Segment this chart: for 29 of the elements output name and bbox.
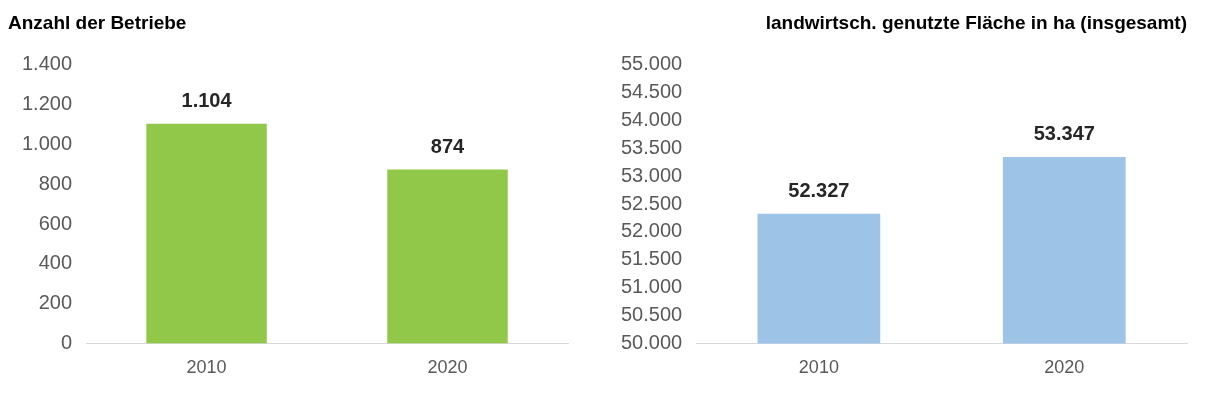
- y-tick-label: 1.400: [21, 52, 73, 75]
- data-label: 874: [430, 134, 466, 157]
- y-tick-label: 50.000: [621, 330, 683, 353]
- x-tick-label: 2020: [1044, 357, 1085, 378]
- chart-title: Anzahl der Betriebe: [8, 11, 187, 33]
- chart-title: landwirtsch. genutzte Fläche in ha (insgesamt): [765, 11, 1187, 33]
- y-tick-label: 51.000: [621, 275, 683, 298]
- y-tick-label: 55.000: [621, 52, 683, 75]
- y-tick-label: 1.000: [21, 131, 73, 154]
- y-tick-label: 52.500: [621, 191, 683, 214]
- y-tick-label: 52.000: [621, 219, 683, 242]
- y-tick-label: 600: [38, 211, 73, 234]
- data-label: 1.104: [181, 89, 233, 112]
- y-tick-label: 1.200: [21, 92, 73, 115]
- y-tick-label: 53.500: [621, 135, 683, 158]
- data-label: 53.347: [1033, 122, 1095, 145]
- y-tick-label: 0: [60, 330, 73, 353]
- x-tick-label: 2010: [186, 357, 227, 378]
- y-tick-label: 400: [38, 251, 73, 274]
- y-tick-label: 53.000: [621, 163, 683, 186]
- y-tick-label: 54.500: [621, 80, 683, 103]
- y-tick-label: 54.000: [621, 108, 683, 131]
- data-label: 52.327: [788, 179, 850, 202]
- y-tick-label: 50.500: [621, 303, 683, 326]
- y-tick-label: 51.500: [621, 247, 683, 270]
- y-tick-label: 200: [38, 291, 73, 314]
- x-tick-label: 2010: [798, 357, 839, 378]
- y-tick-label: 800: [38, 171, 73, 194]
- x-tick-label: 2020: [427, 357, 468, 378]
